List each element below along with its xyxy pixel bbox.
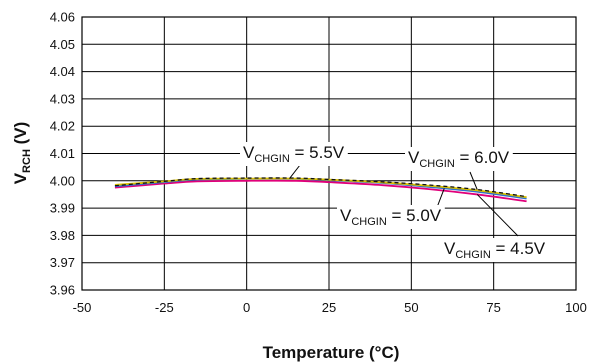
x-tick-label: 100 (565, 300, 587, 315)
y-tick-label: 4.04 (50, 64, 75, 79)
annot-sub: CHGIN (455, 249, 491, 261)
annot-main: V (444, 239, 456, 258)
plot-frame (81, 16, 577, 291)
annot-main: V (408, 148, 420, 167)
series-annotation-label: VCHGIN = 6.0V (408, 148, 510, 170)
series-annotation: VCHGIN = 6.0V (405, 147, 513, 190)
x-axis-title: Temperature (°C) (263, 343, 400, 362)
y-tick-label: 4.06 (50, 10, 75, 25)
annot-sub: CHGIN (254, 153, 290, 165)
y-tick-label: 3.99 (50, 201, 75, 216)
series-line (114, 179, 527, 203)
y-axis-title-unit: (V) (11, 122, 30, 149)
x-tick-label: -25 (155, 300, 174, 315)
series-annotation: VCHGIN = 4.5V (441, 194, 549, 262)
annot-value: = 4.5V (491, 239, 546, 258)
series-annotation: VCHGIN = 5.0V (337, 188, 445, 229)
annotation-leader-line (289, 164, 301, 179)
annot-sub: CHGIN (419, 158, 455, 170)
y-tick-label: 4.03 (50, 91, 75, 106)
y-axis-title-sub: RCH (21, 149, 33, 173)
annotation-background (337, 205, 445, 229)
y-tick-label: 3.98 (50, 228, 75, 243)
tick-labels: -50 -25 0 25 50 75 100 3.96 3.97 3.98 3.99 4.00 4.01… (50, 10, 587, 316)
series-annotation-label: VCHGIN = 4.5V (444, 239, 546, 261)
x-tick-label: 50 (404, 300, 418, 315)
series-line (114, 177, 527, 198)
y-tick-label: 4.02 (50, 119, 75, 134)
y-axis-title: VRCH (V) (11, 122, 33, 185)
axis-titles: Temperature (°C) VRCH (V) (11, 122, 399, 362)
annot-value: = 6.0V (455, 148, 510, 167)
y-axis-title-main: V (11, 172, 30, 184)
x-tick-label: 75 (486, 300, 500, 315)
x-tick-label: 25 (322, 300, 336, 315)
y-tick-label: 4.00 (50, 173, 75, 188)
annot-value: = 5.0V (387, 206, 442, 225)
annotation-leader-line (469, 171, 478, 190)
series-annotation-label: VCHGIN = 5.5V (243, 143, 345, 165)
x-tick-label: 0 (243, 300, 250, 315)
series-annotation: VCHGIN = 5.5V (240, 142, 348, 179)
annotation-background (405, 147, 513, 171)
y-tick-label: 3.97 (50, 255, 75, 270)
annot-main: V (243, 143, 255, 162)
y-tick-label: 4.01 (50, 146, 75, 161)
annotation-leader-line (476, 194, 519, 237)
y-tick-label: 3.96 (50, 283, 75, 298)
series-annotation-label: VCHGIN = 5.0V (340, 206, 442, 228)
series-lines (114, 177, 527, 203)
annotation-background (240, 142, 348, 166)
y-tick-label: 4.05 (50, 37, 75, 52)
annotation-background (441, 238, 549, 262)
annot-main: V (340, 206, 352, 225)
annot-sub: CHGIN (351, 216, 387, 228)
plot-border (81, 16, 577, 291)
annot-value: = 5.5V (290, 143, 345, 162)
x-tick-label: -50 (73, 300, 92, 315)
